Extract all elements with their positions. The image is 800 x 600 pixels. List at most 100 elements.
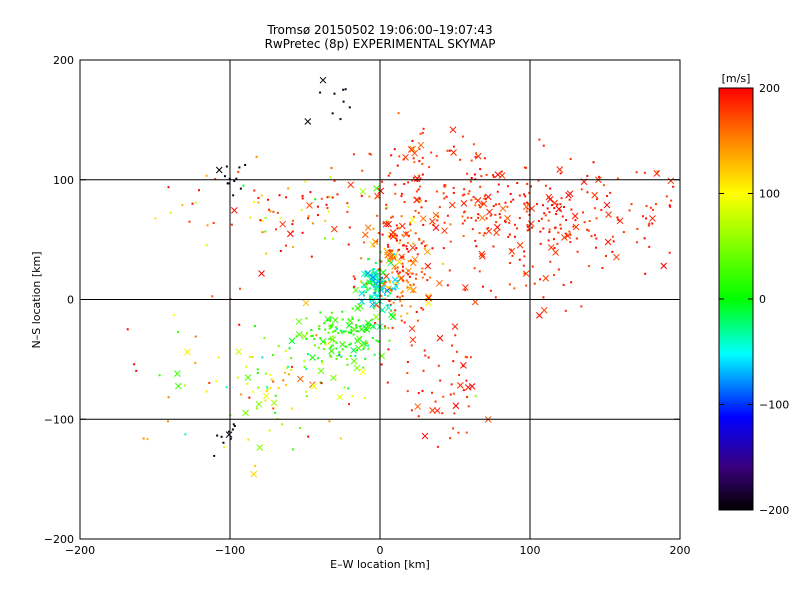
- data-point: [303, 360, 306, 363]
- data-point: [477, 213, 480, 216]
- data-point: [320, 360, 323, 363]
- data-point: [443, 221, 446, 224]
- data-point: [645, 204, 648, 207]
- data-point: [470, 159, 473, 162]
- data-point: [345, 358, 348, 361]
- data-point-cross: [235, 348, 242, 355]
- data-point: [324, 219, 327, 222]
- data-point: [395, 284, 398, 287]
- data-point: [472, 195, 475, 198]
- data-point: [305, 317, 308, 320]
- data-point: [401, 262, 404, 265]
- data-point: [205, 174, 208, 177]
- data-point: [526, 201, 529, 204]
- data-point: [318, 327, 321, 330]
- data-point: [328, 195, 331, 198]
- data-point: [370, 153, 373, 156]
- data-point: [539, 230, 542, 233]
- data-point: [251, 390, 254, 393]
- data-point-cross: [527, 220, 535, 228]
- data-point: [396, 279, 399, 282]
- data-point: [256, 371, 259, 374]
- data-point-cross: [175, 382, 182, 390]
- data-point: [537, 220, 540, 223]
- data-point-cross: [421, 432, 429, 440]
- data-point: [267, 208, 270, 211]
- data-point: [406, 360, 409, 363]
- data-point: [443, 185, 446, 188]
- data-point-cross: [508, 247, 516, 255]
- data-point: [466, 356, 469, 359]
- data-point: [592, 161, 595, 164]
- data-point: [500, 170, 503, 173]
- data-point: [422, 223, 425, 226]
- data-point: [347, 331, 350, 334]
- data-point: [356, 330, 359, 333]
- data-point: [377, 232, 380, 235]
- data-point: [208, 381, 211, 384]
- data-point: [364, 286, 367, 289]
- data-point: [287, 187, 290, 190]
- data-point-cross: [373, 292, 380, 300]
- data-point: [397, 112, 400, 115]
- data-point-cross: [450, 149, 457, 156]
- data-point: [422, 127, 425, 130]
- data-point: [276, 211, 279, 214]
- data-point-cross: [406, 285, 414, 292]
- data-point: [430, 151, 433, 154]
- data-point: [457, 431, 460, 434]
- data-point: [300, 208, 303, 211]
- data-point: [548, 228, 551, 231]
- data-point: [336, 354, 339, 357]
- data-point-cross: [649, 215, 656, 222]
- data-point: [609, 191, 612, 194]
- data-point: [357, 319, 360, 322]
- y-tick-label: 0: [67, 294, 74, 307]
- data-point: [449, 240, 452, 243]
- data-point: [305, 395, 308, 398]
- data-point: [395, 234, 398, 237]
- data-point: [670, 199, 673, 202]
- data-point: [368, 195, 371, 198]
- data-point: [206, 224, 209, 227]
- data-point: [442, 247, 445, 250]
- data-point: [319, 91, 322, 94]
- data-point: [436, 445, 439, 448]
- data-point-cross: [468, 382, 476, 390]
- data-point: [342, 88, 345, 91]
- data-point-cross: [498, 172, 506, 179]
- data-point: [553, 207, 556, 210]
- data-point: [367, 344, 370, 347]
- data-point: [523, 272, 526, 275]
- data-point: [337, 332, 340, 335]
- data-point: [341, 318, 344, 321]
- data-point: [407, 273, 410, 276]
- data-point: [391, 215, 394, 218]
- data-point: [542, 144, 545, 147]
- data-point: [513, 235, 516, 238]
- data-point: [364, 291, 367, 294]
- data-point: [194, 361, 197, 364]
- data-point-cross: [392, 282, 400, 290]
- data-point: [259, 219, 262, 222]
- data-point: [601, 267, 604, 270]
- data-point: [407, 234, 410, 237]
- data-point: [412, 215, 415, 218]
- data-point: [586, 228, 589, 231]
- data-point: [375, 339, 378, 342]
- data-point: [380, 363, 383, 366]
- data-point: [483, 157, 486, 160]
- data-point: [421, 131, 424, 134]
- data-point: [474, 204, 477, 207]
- data-point: [665, 195, 668, 198]
- data-point: [332, 237, 335, 240]
- data-point: [538, 138, 541, 141]
- data-point: [232, 423, 235, 426]
- data-point: [214, 178, 217, 181]
- data-point: [324, 328, 327, 331]
- data-point: [580, 305, 583, 308]
- data-point: [285, 196, 288, 199]
- data-point: [489, 289, 492, 292]
- data-point-cross: [361, 231, 369, 239]
